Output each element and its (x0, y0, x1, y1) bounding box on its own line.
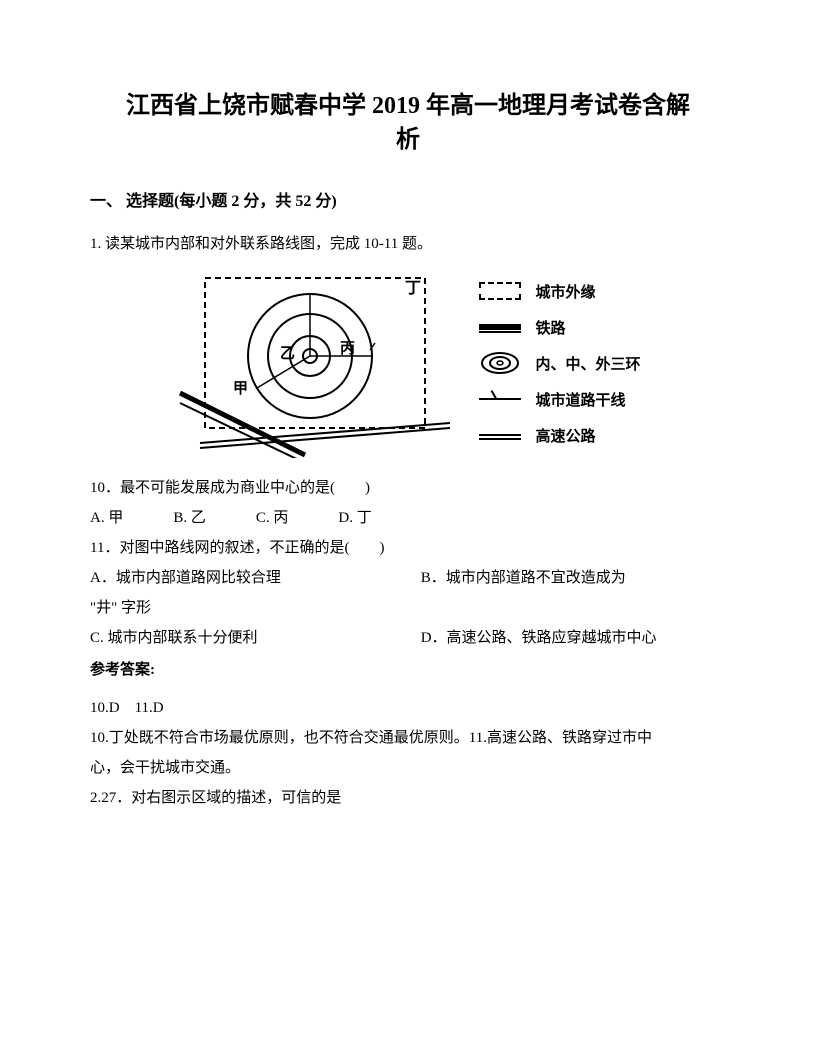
explanation-2: 心，会干扰城市交通。 (90, 753, 726, 783)
legend-rings-label: 内、中、外三环 (535, 353, 640, 374)
rings-icon (475, 351, 525, 375)
dashed-box-icon (475, 279, 525, 303)
label-yi: 乙 (280, 346, 295, 362)
rail-icon (475, 315, 525, 339)
city-map-svg: 丁 乙 丙 甲 (175, 268, 455, 458)
title-line2: 析 (396, 127, 420, 153)
legend-highway-label: 高速公路 (535, 425, 595, 446)
q11-opt-c: C. 城市内部联系十分便利 (90, 623, 421, 653)
q11-opt-b: B．城市内部道路不宜改造成为 (421, 563, 726, 593)
label-bing: 丙 (340, 340, 355, 357)
legend-highway: 高速公路 (475, 423, 640, 447)
diagram-container: 丁 乙 丙 甲 城市外缘 铁路 (90, 268, 726, 458)
legend-rings: 内、中、外三环 (475, 351, 640, 375)
q1-intro: 1. 读某城市内部和对外联系路线图，完成 10-11 题。 (90, 231, 726, 258)
q10-opt-a: A. 甲 (90, 503, 123, 533)
page-title: 江西省上饶市赋春中学 2019 年高一地理月考试卷含解 析 (90, 90, 726, 157)
legend-railway-label: 铁路 (535, 317, 565, 338)
highway-icon (475, 423, 525, 447)
q10-opt-c: C. 丙 (256, 503, 289, 533)
q11-opt-a: A．城市内部道路网比较合理 (90, 563, 421, 593)
road-line-icon (475, 387, 525, 411)
diagram: 丁 乙 丙 甲 城市外缘 铁路 (175, 268, 640, 458)
label-ding: 丁 (405, 280, 421, 297)
title-line1: 江西省上饶市赋春中学 2019 年高一地理月考试卷含解 (126, 93, 690, 119)
explanation-1: 10.丁处既不符合市场最优原则，也不符合交通最优原则。11.高速公路、铁路穿过市… (90, 723, 726, 753)
q10-options: A. 甲 B. 乙 C. 丙 D. 丁 (90, 503, 726, 533)
q10-stem: 10．最不可能发展成为商业中心的是( ) (90, 473, 726, 503)
q11-opt-b-cont: "井" 字形 (90, 593, 726, 623)
q10-opt-d: D. 丁 (338, 503, 371, 533)
section-header: 一、 选择题(每小题 2 分，共 52 分) (90, 187, 726, 211)
legend: 城市外缘 铁路 内、中、外三环 城市道路干线 (475, 279, 640, 447)
q11-opt-d: D．高速公路、铁路应穿越城市中心 (421, 623, 726, 653)
answer-label: 参考答案: (90, 655, 726, 685)
answers: 10.D 11.D (90, 693, 726, 723)
q11-row-ab: A．城市内部道路网比较合理 B．城市内部道路不宜改造成为 (90, 563, 726, 593)
q2-stem: 2.27．对右图示区域的描述，可信的是 (90, 783, 726, 813)
q10-opt-b: B. 乙 (173, 503, 206, 533)
legend-city-edge-label: 城市外缘 (535, 281, 595, 302)
legend-urban-road: 城市道路干线 (475, 387, 640, 411)
q11-stem: 11．对图中路线网的叙述，不正确的是( ) (90, 533, 726, 563)
legend-urban-road-label: 城市道路干线 (535, 389, 625, 410)
legend-railway: 铁路 (475, 315, 640, 339)
q11-row-cd: C. 城市内部联系十分便利 D．高速公路、铁路应穿越城市中心 (90, 623, 726, 653)
legend-city-edge: 城市外缘 (475, 279, 640, 303)
label-jia: 甲 (233, 380, 248, 397)
